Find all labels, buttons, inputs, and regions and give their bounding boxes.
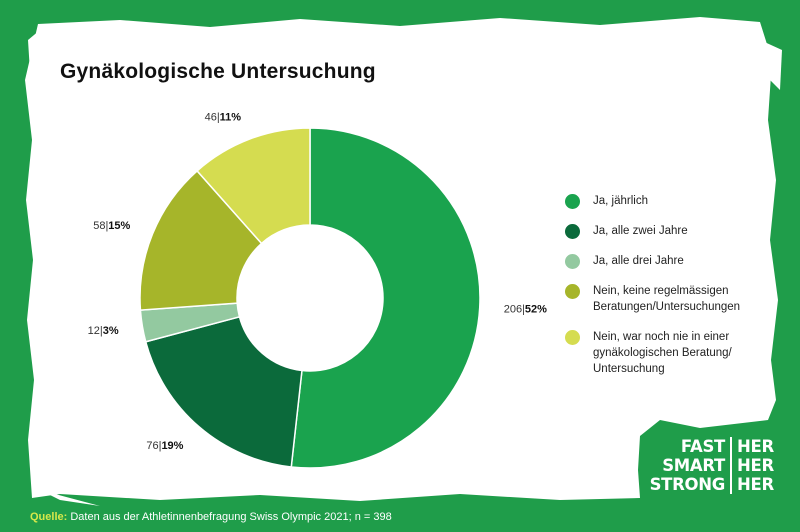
slice-label: 46|11% (205, 112, 242, 124)
slice-label: 58|15% (93, 220, 130, 232)
legend-label: Nein, keine regelmässigen Beratungen/Unt… (593, 285, 741, 313)
brand-word-strong: STRONG (648, 475, 732, 494)
chart-title: Gynäkologische Untersuchung (60, 60, 376, 83)
slice-label: 76|19% (146, 440, 183, 452)
legend-label: Ja, alle zwei Jahre (593, 225, 688, 237)
donut-slice (196, 127, 311, 245)
brand-logo: FAST HER SMART HER STRONG HER (648, 437, 774, 494)
slice-percent: 15% (108, 220, 130, 232)
brand-word-her: HER (737, 475, 774, 494)
legend-item: Nein, keine regelmässigen Beratungen/Unt… (565, 283, 780, 315)
brand-word-her: HER (737, 456, 774, 475)
brand-word-smart: SMART (648, 456, 732, 475)
slice-label: 206|52% (504, 304, 547, 316)
legend-swatch (565, 330, 580, 345)
slice-percent: 19% (161, 440, 183, 452)
donut-slice (139, 169, 263, 311)
slice-count: 12| (88, 325, 103, 337)
legend-swatch (565, 194, 580, 209)
slice-count: 46| (205, 112, 220, 124)
slice-count: 76| (146, 440, 161, 452)
legend-swatch (565, 224, 580, 239)
legend-item: Nein, war noch nie in einer gynäkologisc… (565, 329, 780, 377)
legend-label: Ja, jährlich (593, 195, 648, 207)
legend-label: Ja, alle drei Jahre (593, 255, 684, 267)
brand-word-her: HER (737, 437, 774, 456)
legend-swatch (565, 254, 580, 269)
brand-row: SMART HER (648, 456, 774, 475)
source-note: Quelle: Daten aus der Athletinnenbefragu… (30, 511, 392, 523)
slice-percent: 11% (220, 112, 242, 124)
chart-legend: Ja, jährlich Ja, alle zwei Jahre Ja, alle … (565, 193, 780, 391)
slice-percent: 3% (103, 325, 119, 337)
source-label: Quelle: (30, 511, 68, 523)
source-text: Daten aus der Athletinnenbefragung Swiss… (67, 511, 392, 523)
legend-item: Ja, alle zwei Jahre (565, 223, 780, 239)
legend-item: Ja, alle drei Jahre (565, 253, 780, 269)
donut-slice (290, 127, 481, 469)
slice-label: 12|3% (88, 325, 119, 337)
slice-percent: 52% (525, 304, 547, 316)
slice-count: 206| (504, 304, 525, 316)
legend-swatch (565, 284, 580, 299)
brand-row: STRONG HER (648, 475, 774, 494)
brand-row: FAST HER (648, 437, 774, 456)
legend-item: Ja, jährlich (565, 193, 780, 209)
brand-word-fast: FAST (648, 437, 732, 456)
donut-slice (144, 315, 303, 468)
slice-count: 58| (93, 220, 108, 232)
legend-label: Nein, war noch nie in einer gynäkologisc… (593, 331, 732, 375)
